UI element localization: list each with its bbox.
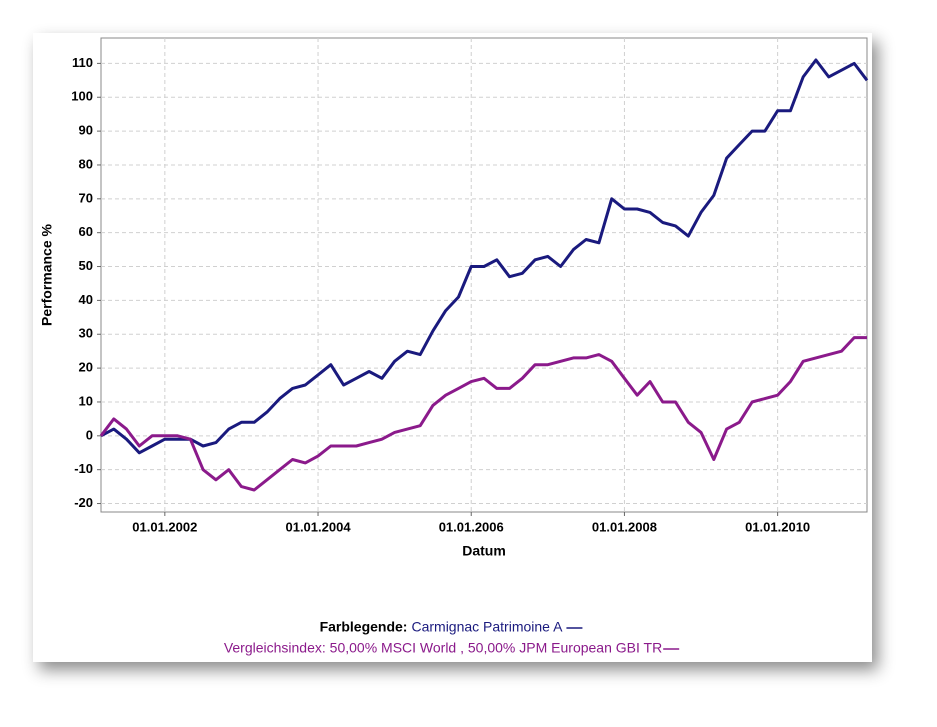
y-tick-label: 10	[79, 393, 93, 408]
y-tick-label: 100	[71, 89, 93, 104]
y-tick-label: -20	[74, 495, 93, 510]
x-tick-label: 01.01.2010	[745, 519, 810, 534]
y-tick-label: 0	[86, 427, 93, 442]
y-tick-label: 90	[79, 123, 93, 138]
y-tick-label: -10	[74, 461, 93, 476]
y-axis-label: Performance %	[39, 223, 55, 325]
x-tick-label: 01.01.2006	[439, 519, 504, 534]
legend-entry: Vergleichsindex: 50,00% MSCI World , 50,…	[224, 640, 662, 656]
series-line	[99, 336, 867, 492]
y-tick-label: 40	[79, 292, 93, 307]
plot-area	[100, 37, 868, 513]
legend-entry: Carmignac Patrimoine A	[411, 619, 563, 635]
y-tick-label: 50	[79, 258, 93, 273]
y-tick-label: 30	[79, 326, 93, 341]
x-tick-label: 01.01.2004	[285, 519, 351, 534]
x-tick-label: 01.01.2002	[132, 519, 197, 534]
y-tick-label: 80	[79, 156, 93, 171]
y-tick-label: 70	[79, 190, 93, 205]
series-line	[100, 58, 869, 455]
y-tick-label: 110	[72, 55, 93, 70]
x-axis-label: Datum	[462, 543, 506, 559]
x-tick-label: 01.01.2008	[592, 519, 657, 534]
legend-title: Farblegende:	[320, 619, 408, 635]
y-tick-label: 20	[79, 360, 93, 375]
y-tick-label: 60	[79, 224, 93, 239]
